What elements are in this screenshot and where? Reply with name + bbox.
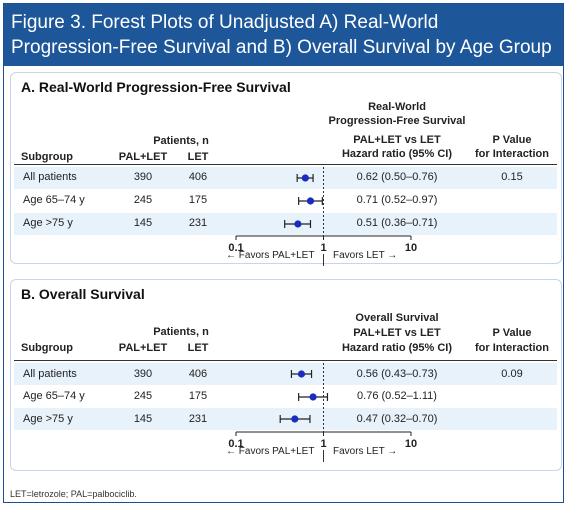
row-subgroup: All patients: [23, 368, 77, 380]
patients-header: Patients, n: [153, 135, 209, 147]
row-hr-text: 0.56 (0.43–0.73): [356, 368, 438, 380]
hr-header-line-4: Hazard ratio (95% CI): [341, 148, 453, 160]
hr-header-line-2: PAL+LET vs LET: [353, 327, 441, 339]
row-let-n: 231: [188, 413, 208, 425]
row-subgroup: Age 65–74 y: [23, 390, 85, 402]
hazard-ratio-point: [301, 174, 309, 182]
hr-header-line-2: Progression-Free Survival: [328, 115, 466, 127]
row-let-n: 175: [188, 390, 208, 402]
row-hr-text: 0.51 (0.36–0.71): [356, 217, 438, 229]
row-let-n: 406: [188, 171, 208, 183]
row-band: [14, 363, 557, 385]
row-subgroup: Age >75 y: [23, 413, 73, 425]
hazard-ratio-point: [294, 220, 302, 228]
panel-b: B. Overall Survival Patients, n Subgroup…: [10, 279, 562, 471]
row-let-n: 406: [188, 368, 208, 380]
row-pal-let-n: 245: [133, 390, 153, 402]
row-let-n: 231: [188, 217, 208, 229]
subgroup-header: Subgroup: [21, 342, 73, 354]
favors-right-label: Favors LET →: [333, 250, 398, 261]
row-let-n: 175: [188, 194, 208, 206]
x-tick-label: 1: [320, 438, 326, 450]
hazard-ratio-point: [291, 415, 299, 423]
x-tick-label: 0.1: [228, 438, 243, 450]
patients-header: Patients, n: [153, 326, 209, 338]
row-hr-text: 0.71 (0.52–0.97): [356, 194, 438, 206]
row-band: [14, 167, 557, 189]
favors-left-label: ← Favors PAL+LET: [226, 250, 315, 261]
row-pal-let-n: 390: [133, 368, 153, 380]
header-rule: [14, 360, 557, 361]
row-p-value: 0.15: [501, 171, 523, 183]
p-header-line-2: for Interaction: [475, 148, 549, 160]
let-header: LET: [187, 342, 209, 354]
p-header-line-2: for Interaction: [475, 342, 549, 354]
forest-plot: 0.1 1 10: [228, 363, 417, 462]
row-pal-let-n: 145: [133, 413, 153, 425]
x-tick-label: 10: [405, 242, 417, 254]
row-subgroup: Age >75 y: [23, 217, 73, 229]
hazard-ratio-point: [309, 393, 317, 401]
header-rule: [14, 164, 557, 165]
favors-right-label: Favors LET →: [333, 446, 398, 457]
hr-header-line-1: Overall Survival: [355, 312, 439, 324]
subgroup-header: Subgroup: [21, 151, 73, 163]
hr-header-line-3: PAL+LET vs LET: [353, 134, 441, 146]
hr-header-line-3: Hazard ratio (95% CI): [341, 342, 453, 354]
figure-title-line-2: Progression-Free Survival and B) Overall…: [11, 37, 552, 58]
let-header: LET: [187, 151, 209, 163]
row-subgroup: Age 65–74 y: [23, 194, 85, 206]
row-hr-text: 0.62 (0.50–0.76): [356, 171, 438, 183]
row-pal-let-n: 145: [133, 217, 153, 229]
x-tick-label: 1: [320, 242, 326, 254]
figure-header: Figure 3. Forest Plots of Unadjusted A) …: [4, 4, 563, 66]
row-p-value: 0.09: [501, 368, 523, 380]
panel-a: A. Real-World Progression-Free Survival …: [10, 72, 562, 266]
row-pal-let-n: 390: [133, 171, 153, 183]
row-hr-text: 0.47 (0.32–0.70): [356, 413, 438, 425]
favors-left-label: ← Favors PAL+LET: [226, 446, 315, 457]
p-header-line-1: P Value: [492, 327, 532, 339]
figure-title-line-1: Figure 3. Forest Plots of Unadjusted A) …: [11, 12, 439, 33]
pal-let-header: PAL+LET: [118, 342, 168, 354]
panel-title: B. Overall Survival: [21, 286, 145, 302]
footnote: LET=letrozole; PAL=palbociclib.: [10, 489, 137, 499]
panel-title: A. Real-World Progression-Free Survival: [21, 79, 291, 95]
forest-plot: 0.1 1 10: [228, 167, 417, 266]
hr-header-line-1: Real-World: [368, 101, 426, 113]
x-tick-label: 10: [405, 438, 417, 450]
hazard-ratio-point: [306, 197, 315, 205]
x-tick-label: 0.1: [228, 242, 243, 254]
row-subgroup: All patients: [23, 171, 77, 183]
figure-frame: Figure 3. Forest Plots of Unadjusted A) …: [3, 3, 564, 503]
p-header-line-1: P Value: [492, 134, 532, 146]
pal-let-header: PAL+LET: [118, 151, 168, 163]
hazard-ratio-point: [297, 370, 306, 378]
row-pal-let-n: 245: [133, 194, 153, 206]
row-hr-text: 0.76 (0.52–1.11): [357, 390, 437, 402]
